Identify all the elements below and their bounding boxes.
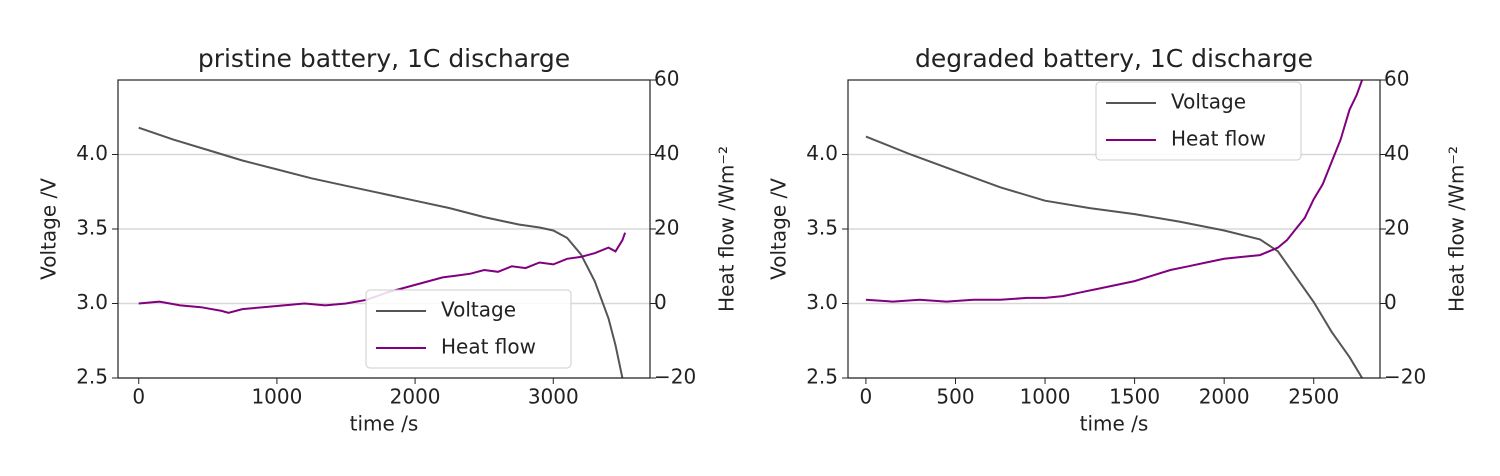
x-tick-label: 2000 [390, 385, 441, 409]
y2-axis-label: Heat flow /Wm⁻² [1445, 146, 1469, 312]
y2-tick-label: 60 [654, 67, 679, 91]
chart-title: pristine battery, 1C discharge [198, 44, 570, 73]
y-tick-label: 4.0 [76, 141, 108, 165]
y-axis-label: Voltage /V [37, 178, 61, 280]
y2-tick-label: 20 [1384, 216, 1409, 240]
legend-label: Voltage [441, 298, 516, 322]
y-tick-label: 3.0 [76, 290, 108, 314]
y-tick-label: 2.5 [76, 365, 108, 389]
y2-tick-label: 60 [1384, 67, 1409, 91]
chart-title: degraded battery, 1C discharge [915, 44, 1313, 73]
x-tick-label: 1000 [1020, 385, 1071, 409]
y2-tick-label: 40 [1384, 141, 1409, 165]
subplot: degraded battery, 1C discharge 2.5 3.0 3.5 4… [767, 44, 1469, 436]
x-tick-label: 500 [936, 385, 974, 409]
y2-tick-label: 40 [654, 141, 679, 165]
series-line [865, 80, 1364, 303]
x-tick-label: 2000 [1199, 385, 1250, 409]
y-tick-label: 3.5 [76, 216, 108, 240]
y2-tick-label: 20 [654, 216, 679, 240]
legend-label: Heat flow [1171, 127, 1266, 151]
x-tick-label: 3000 [528, 385, 579, 409]
x-tick-label: 1000 [251, 385, 302, 409]
y-tick-label: 4.0 [806, 141, 838, 165]
y-tick-label: 3.5 [806, 216, 838, 240]
x-axis-label: time /s [350, 412, 419, 436]
series-line [138, 232, 627, 314]
y-tick-label: 2.5 [806, 365, 838, 389]
y2-tick-label: 0 [654, 290, 667, 314]
x-tick-label: 1500 [1109, 385, 1160, 409]
y-tick-label: 3.0 [806, 290, 838, 314]
legend-label: Heat flow [441, 335, 536, 359]
x-tick-label: 0 [860, 385, 873, 409]
y2-axis-label: Heat flow /Wm⁻² [715, 146, 739, 312]
axes-frame [117, 79, 651, 379]
y2-tick-label: 0 [1384, 290, 1397, 314]
x-axis-label: time /s [1080, 412, 1149, 436]
series-line [138, 126, 624, 378]
y2-tick-label: −20 [1384, 365, 1426, 389]
x-tick-label: 0 [132, 385, 145, 409]
y-axis-label: Voltage /V [767, 178, 791, 280]
series-line [865, 135, 1363, 378]
legend-label: Voltage [1171, 90, 1246, 114]
x-tick-label: 2500 [1288, 385, 1339, 409]
axes-frame [847, 79, 1381, 379]
subplot: pristine battery, 1C discharge 2.5 3.0 3.5 4… [37, 44, 739, 436]
y2-tick-label: −20 [654, 365, 696, 389]
